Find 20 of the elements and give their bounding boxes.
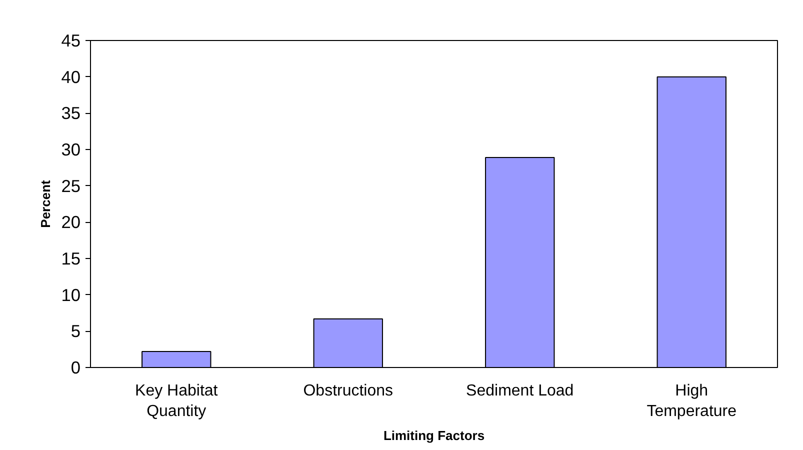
y-tick-label: 20	[61, 212, 81, 232]
y-tick-label: 0	[70, 358, 81, 378]
x-tick-label: High Temperature	[646, 382, 737, 420]
y-tick-label: 25	[61, 176, 81, 196]
x-tick-label: Sediment Load	[466, 382, 574, 400]
x-axis-title: Limiting Factors	[383, 428, 485, 443]
y-tick-label: 10	[61, 284, 81, 305]
y-axis-title: Percent	[38, 179, 54, 228]
bar	[656, 76, 726, 368]
x-tick-label: Key Habitat Quantity	[135, 382, 218, 420]
bar	[142, 351, 212, 368]
bar	[485, 156, 555, 368]
y-tick-label: 35	[61, 103, 81, 124]
y-tick-label: 45	[61, 30, 81, 50]
y-tick-label: 30	[61, 140, 81, 160]
y-tick-label: 5	[70, 321, 81, 342]
y-tick-label: 15	[61, 248, 81, 268]
y-tick-label: 40	[61, 66, 81, 87]
bar	[313, 318, 383, 368]
x-tick-label: Obstructions	[303, 382, 394, 400]
